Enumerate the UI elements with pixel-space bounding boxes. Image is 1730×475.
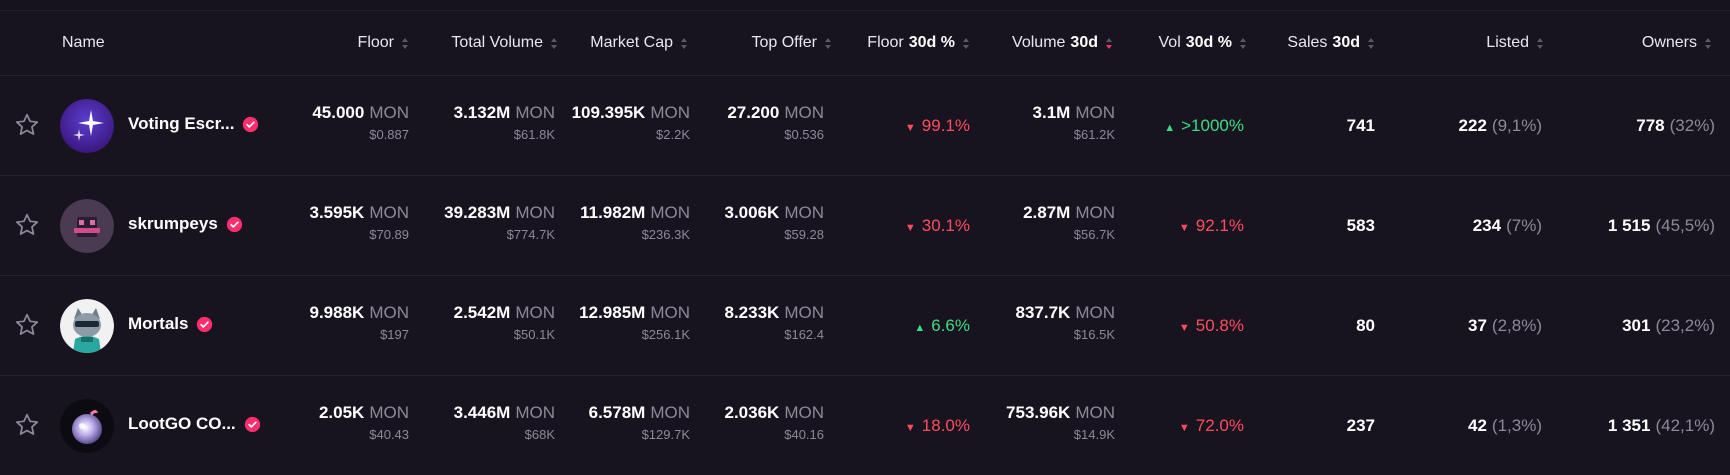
collections-table: Name Floor Total Volume Market Cap Top O…: [0, 10, 1730, 475]
top-offer-cell: 27.200 MON $0.536: [727, 103, 824, 142]
volume-30d-cell: 2.87M MON $56.7K: [1023, 203, 1115, 242]
floor-cell: 3.595K MON $70.89: [309, 203, 410, 242]
star-icon[interactable]: [14, 212, 40, 238]
listed-cell: 37 (2,8%): [1468, 315, 1542, 335]
col-vol-30d[interactable]: Vol 30d %: [1159, 11, 1248, 75]
total-volume-cell: 3.446M MON $68K: [453, 403, 555, 442]
arrow-down-icon: ▼: [1178, 321, 1190, 334]
col-sales-30d[interactable]: Sales 30d: [1287, 11, 1375, 75]
total-volume-cell: 39.283M MON $774.7K: [444, 203, 555, 242]
sales-30d-cell: 237: [1346, 415, 1375, 435]
verified-check-icon: [244, 416, 260, 432]
sort-icon: [681, 36, 688, 50]
col-owners[interactable]: Owners: [1642, 11, 1712, 75]
sort-icon: [402, 36, 409, 50]
table-header: Name Floor Total Volume Market Cap Top O…: [0, 11, 1730, 76]
verified-check-icon: [243, 116, 259, 132]
orb-avatar-icon: [60, 399, 114, 453]
listed-cell: 222 (9,1%): [1458, 115, 1542, 135]
total-volume-cell: 2.542M MON $50.1K: [453, 303, 555, 342]
hat-avatar-icon: [60, 199, 114, 253]
sort-icon: [825, 36, 832, 50]
cat-avatar-icon: [60, 299, 114, 353]
arrow-down-icon: ▼: [1178, 421, 1190, 434]
arrow-up-icon: ▲: [914, 321, 926, 334]
top-offer-cell: 2.036K MON $40.16: [724, 403, 825, 442]
verified-check-icon: [226, 216, 242, 232]
verified-check-icon: [197, 316, 213, 332]
table-row[interactable]: LootGO CO... 2.05K MON $40.43 3.446M MON $…: [0, 376, 1730, 475]
arrow-up-icon: ▲: [1164, 121, 1176, 134]
sparkle-avatar-icon: [60, 99, 114, 153]
sales-30d-cell: 80: [1356, 315, 1375, 335]
arrow-down-icon: ▼: [904, 121, 916, 134]
sort-icon: [1705, 36, 1712, 50]
sales-30d-cell: 583: [1346, 215, 1375, 235]
market-cap-cell: 6.578M MON $129.7K: [588, 403, 690, 442]
vol-30d-change: ▲ >1000%: [1164, 115, 1244, 135]
col-top-offer[interactable]: Top Offer: [751, 11, 832, 75]
market-cap-cell: 12.985M MON $256.1K: [579, 303, 690, 342]
top-offer-cell: 3.006K MON $59.28: [724, 203, 825, 242]
total-volume-cell: 3.132M MON $61.8K: [453, 103, 555, 142]
collection-name[interactable]: Mortals: [128, 314, 213, 334]
col-volume-30d[interactable]: Volume 30d: [1012, 11, 1113, 75]
collection-avatar[interactable]: [60, 399, 114, 453]
arrow-down-icon: ▼: [1178, 221, 1190, 234]
arrow-down-icon: ▼: [904, 421, 916, 434]
floor-cell: 9.988K MON $197: [309, 303, 410, 342]
floor-30d-change: ▼ 18.0%: [904, 415, 970, 435]
sort-icon: [963, 36, 970, 50]
vol-30d-change: ▼ 92.1%: [1178, 215, 1244, 235]
star-icon[interactable]: [14, 412, 40, 438]
sales-30d-cell: 741: [1346, 115, 1375, 135]
top-offer-cell: 8.233K MON $162.4: [724, 303, 825, 342]
owners-cell: 301 (23,2%): [1622, 315, 1715, 335]
collection-avatar[interactable]: [60, 99, 114, 153]
table-row[interactable]: Voting Escr... 45.000 MON $0.887 3.132M MO…: [0, 76, 1730, 176]
owners-cell: 778 (32%): [1636, 115, 1715, 135]
listed-cell: 234 (7%): [1472, 215, 1542, 235]
market-cap-cell: 11.982M MON $236.3K: [580, 203, 690, 242]
volume-30d-cell: 753.96K MON $14.9K: [1006, 403, 1115, 442]
floor-cell: 45.000 MON $0.887: [312, 103, 409, 142]
collection-name[interactable]: skrumpeys: [128, 214, 243, 234]
col-total-volume[interactable]: Total Volume: [451, 11, 558, 75]
arrow-down-icon: ▼: [904, 221, 916, 234]
volume-30d-cell: 837.7K MON $16.5K: [1015, 303, 1116, 342]
floor-30d-change: ▲ 6.6%: [914, 315, 970, 335]
col-listed[interactable]: Listed: [1486, 11, 1544, 75]
star-icon[interactable]: [14, 312, 40, 338]
star-icon[interactable]: [14, 112, 40, 138]
collection-name[interactable]: Voting Escr...: [128, 114, 259, 134]
table-row[interactable]: skrumpeys 3.595K MON $70.89 39.283M MON $7…: [0, 176, 1730, 276]
owners-cell: 1 351 (42,1%): [1607, 415, 1715, 435]
sort-icon: [1368, 36, 1375, 50]
floor-30d-change: ▼ 30.1%: [904, 215, 970, 235]
market-cap-cell: 109.395K MON $2.2K: [571, 103, 690, 142]
sort-active-icon: [1106, 36, 1113, 50]
collection-avatar[interactable]: [60, 199, 114, 253]
sort-icon: [551, 36, 558, 50]
vol-30d-change: ▼ 50.8%: [1178, 315, 1244, 335]
sort-icon: [1537, 36, 1544, 50]
col-name[interactable]: Name: [62, 34, 105, 51]
owners-cell: 1 515 (45,5%): [1607, 215, 1715, 235]
col-market-cap[interactable]: Market Cap: [590, 11, 688, 75]
floor-30d-change: ▼ 99.1%: [904, 115, 970, 135]
table-row[interactable]: Mortals 9.988K MON $197 2.542M MON $50.1K …: [0, 276, 1730, 376]
collection-name[interactable]: LootGO CO...: [128, 414, 261, 434]
collection-avatar[interactable]: [60, 299, 114, 353]
sort-icon: [1240, 36, 1247, 50]
col-floor-30d[interactable]: Floor 30d %: [867, 11, 970, 75]
floor-cell: 2.05K MON $40.43: [318, 403, 409, 442]
col-floor[interactable]: Floor: [358, 11, 409, 75]
vol-30d-change: ▼ 72.0%: [1178, 415, 1244, 435]
volume-30d-cell: 3.1M MON $61.2K: [1032, 103, 1115, 142]
listed-cell: 42 (1,3%): [1468, 415, 1542, 435]
